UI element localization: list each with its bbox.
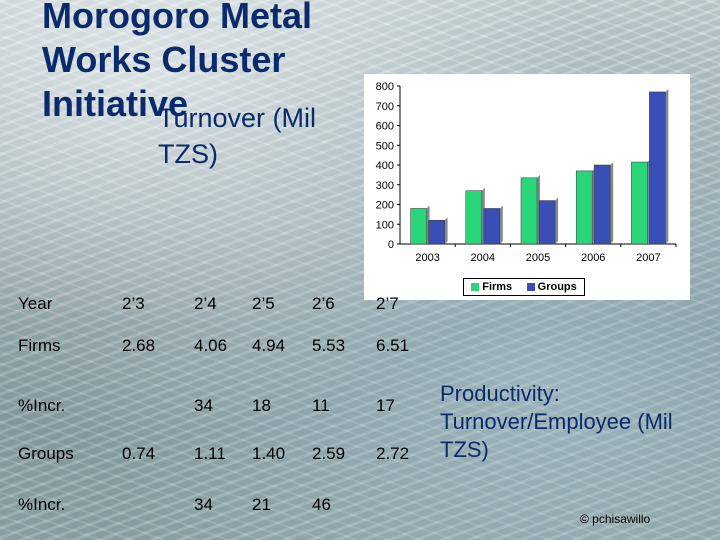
subtitle-line-1: Turnover (Mil (158, 103, 317, 133)
y-tick-label: 200 (376, 200, 394, 212)
table-cell (122, 464, 194, 540)
chart-subtitle: Turnover (Mil TZS) (158, 100, 358, 172)
table-cell: 2.72 (376, 444, 410, 463)
table-cell: 4.06 (194, 336, 228, 355)
bar-top-groups (483, 205, 503, 209)
bar-groups-2003 (428, 220, 445, 245)
legend-swatch-firms (471, 283, 480, 291)
bar-side-groups (444, 217, 448, 244)
table-cell: 2.59 (312, 444, 346, 463)
table-row: %Incr. 34 18 11 17 (18, 368, 426, 444)
table-cell: 17 (376, 396, 395, 415)
x-tick-label: 2005 (526, 252, 550, 264)
bar-top-groups (594, 162, 614, 165)
table-cell: %Incr. (18, 396, 66, 415)
bar-top-firms (521, 174, 540, 178)
y-tick-label: 600 (376, 121, 394, 133)
table-cell: 2’7 (376, 294, 399, 313)
page-title: Morogoro Metal Works Cluster Initiative (42, 0, 312, 124)
chart-legend: Firms Groups (463, 278, 585, 296)
table-cell: 2’5 (252, 294, 275, 313)
bar-firms-2006 (575, 170, 593, 245)
table-cell: Firms (18, 336, 61, 355)
productivity-note: Productivity: Turnover/Employee (Mil TZS… (440, 381, 673, 462)
bar-firms-2004 (465, 190, 483, 245)
bar-top-firms (410, 205, 430, 209)
bar-groups-2006 (593, 164, 611, 245)
y-tick-label: 800 (376, 81, 394, 93)
table-cell: 6.51 (376, 336, 410, 355)
table-cell: 1.40 (252, 444, 286, 463)
bar-groups-2004 (483, 208, 501, 245)
y-tick-label: 400 (376, 160, 394, 172)
table-row: %Incr. 34 21 46 (18, 464, 426, 540)
bar-side-groups (555, 197, 558, 244)
table-cell: 0.74 (122, 444, 156, 463)
table-cell (376, 464, 426, 540)
table-cell: 2.68 (122, 336, 156, 355)
y-tick-label: 500 (376, 140, 394, 152)
table-cell: 34 (194, 495, 213, 514)
table-cell: 18 (252, 396, 271, 415)
x-tick-label: 2003 (415, 252, 439, 264)
bar-top-firms (576, 167, 596, 171)
table-cell: 2’3 (122, 294, 145, 313)
subtitle-line-2: TZS) (158, 139, 218, 169)
bar-firms-2003 (410, 208, 427, 245)
table-cell: 5.53 (312, 336, 346, 355)
bar-chart-panel: 0 100 200 300 400 500 600 700 800 2003 2004 2005 200… (364, 74, 690, 300)
data-table: Year 2’3 2’4 2’5 2’6 2’7 Firms 2.68 4.06… (18, 284, 426, 540)
table-row: Year 2’3 2’4 2’5 2’6 2’7 (18, 284, 426, 324)
legend-swatch-groups (526, 283, 535, 291)
bar-top-groups (649, 88, 669, 92)
x-tick-label: 2004 (471, 252, 495, 264)
y-tick-label: 300 (376, 180, 394, 192)
y-tick-label: 700 (376, 101, 394, 113)
bar-side-groups (610, 162, 614, 244)
table-cell: 2’6 (312, 294, 335, 313)
table-cell: 11 (312, 396, 330, 415)
table-row: Firms 2.68 4.06 4.94 5.53 6.51 (18, 324, 426, 368)
bar-groups-2007 (649, 91, 666, 245)
legend-label-firms: Firms (482, 281, 513, 293)
bar-top-groups (428, 217, 448, 221)
table-cell: 1.11 (194, 444, 226, 463)
table-row: Groups 0.74 1.11 1.40 2.59 2.72 (18, 444, 426, 464)
bar-top-firms (631, 159, 651, 163)
bar-top-groups (539, 197, 558, 201)
table-cell: %Incr. (18, 495, 66, 514)
legend-item-firms: Firms (471, 281, 512, 293)
bar-firms-2007 (631, 161, 648, 245)
legend-label-groups: Groups (537, 281, 577, 293)
legend-item-groups: Groups (526, 281, 577, 293)
copyright-text: © pchisawillo (580, 512, 651, 526)
table-cell: 34 (194, 396, 213, 415)
bar-side-groups (499, 205, 503, 244)
y-tick-label: 100 (376, 219, 394, 231)
bar-chart: 0 100 200 300 400 500 600 700 800 2003 2004 2005 200… (376, 81, 677, 264)
y-tick-label: 0 (388, 239, 394, 251)
bar-firms-2005 (520, 177, 538, 245)
table-cell: Year (18, 294, 53, 313)
x-tick-label: 2007 (636, 252, 660, 264)
table-cell: 21 (252, 495, 271, 514)
bar-top-firms (465, 187, 485, 191)
bar-side-groups (665, 88, 669, 244)
table-cell (122, 368, 194, 444)
x-tick-label: 2006 (581, 252, 605, 264)
bar-groups-2005 (538, 200, 556, 245)
table-cell: Groups (18, 444, 74, 463)
table-cell: 4.94 (252, 336, 286, 355)
table-cell: 2’4 (194, 294, 217, 313)
table-cell: 46 (312, 495, 331, 514)
